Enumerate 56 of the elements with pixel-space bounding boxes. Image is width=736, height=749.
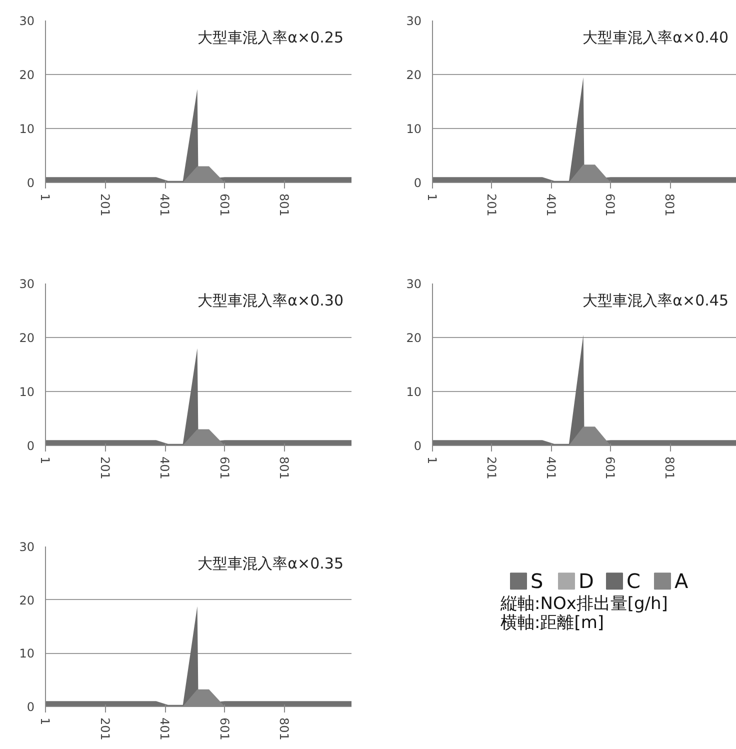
x-tick-label: 801: [277, 194, 292, 216]
text: 大型車混入率α×0.35: [198, 554, 344, 572]
text: 大型車混入率α×0.40: [582, 28, 729, 46]
legend-label: D: [578, 569, 594, 594]
y-tick-label: 20: [19, 593, 35, 608]
y-tick-label: 30: [19, 14, 35, 28]
y-tick-label: 30: [19, 277, 35, 291]
x-tick-label: 801: [277, 718, 292, 740]
x-tick-label: 401: [158, 194, 172, 216]
x-tick-label: 601: [217, 194, 232, 216]
y-tick-label: 20: [406, 68, 422, 82]
x-tick-label: 601: [603, 456, 618, 480]
y-tick-label: 10: [19, 646, 35, 661]
y-tick-label: 0: [26, 700, 35, 714]
legend-label: S: [530, 569, 544, 594]
y-tick-label: 30: [406, 14, 422, 28]
x-tick-label: 1: [425, 194, 439, 202]
x-tick-label: 801: [277, 456, 292, 480]
text: 縦軸:NOx排出量[g/h]: [500, 594, 668, 614]
x-tick-label: 1: [425, 456, 439, 464]
x-tick-label: 201: [484, 456, 498, 480]
x-tick-label: 1: [38, 718, 52, 726]
x-tick-label: 401: [158, 456, 172, 480]
x-tick-label: 801: [662, 194, 676, 216]
x-tick-label: 401: [158, 718, 172, 740]
x-tick-label: 801: [662, 456, 676, 480]
x-tick-label: 1: [38, 456, 52, 464]
y-tick-label: 20: [19, 68, 35, 82]
x-tick-label: 201: [98, 718, 112, 740]
y-tick-label: 30: [19, 540, 35, 554]
x-tick-label: 201: [484, 194, 498, 216]
text: 大型車混入率α×0.45: [582, 292, 729, 310]
legend-label: C: [626, 569, 640, 594]
text: 大型車混入率α×0.25: [198, 28, 344, 46]
y-tick-label: 20: [406, 331, 422, 345]
y-tick-label: 10: [19, 122, 35, 136]
x-tick-label: 1: [38, 194, 52, 202]
x-tick-label: 401: [544, 194, 558, 216]
y-tick-label: 0: [414, 439, 422, 453]
y-tick-label: 10: [406, 385, 422, 399]
y-tick-label: 0: [414, 176, 422, 190]
y-tick-label: 0: [26, 176, 35, 190]
x-tick-label: 201: [98, 456, 112, 480]
y-tick-label: 30: [406, 277, 422, 291]
text: 横軸:距離[m]: [500, 612, 604, 633]
x-tick-label: 601: [603, 194, 618, 216]
y-tick-label: 0: [26, 439, 35, 453]
y-tick-label: 10: [406, 122, 422, 136]
legend-label: A: [674, 569, 688, 594]
y-tick-label: 20: [19, 331, 35, 345]
x-tick-label: 601: [217, 718, 232, 740]
y-tick-label: 10: [19, 385, 35, 399]
x-tick-label: 401: [544, 456, 558, 480]
x-tick-label: 601: [217, 456, 232, 480]
text: 大型車混入率α×0.30: [198, 292, 344, 310]
x-tick-label: 201: [98, 194, 112, 216]
